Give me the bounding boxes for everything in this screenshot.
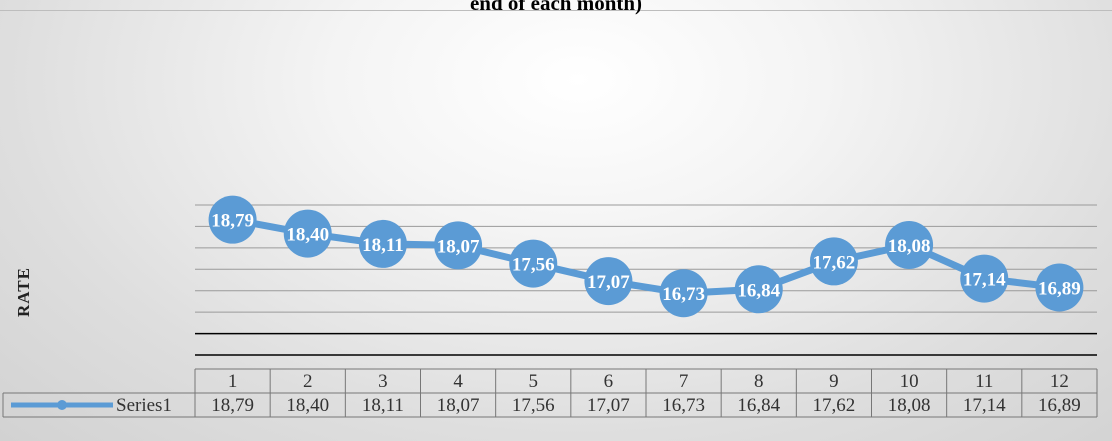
data-label: 16,89 (1038, 279, 1081, 300)
data-point (960, 254, 1009, 303)
category-label: 6 (604, 371, 614, 392)
table-value: 16,73 (662, 395, 705, 416)
category-label: 1 (228, 371, 238, 392)
category-label: 11 (975, 371, 993, 392)
table-value: 17,14 (963, 395, 1006, 416)
table-value: 18,08 (888, 395, 931, 416)
category-label: 3 (378, 371, 388, 392)
chart-title: end of each month) (469, 0, 643, 15)
table-value: 17,07 (587, 395, 630, 416)
data-point (809, 237, 858, 286)
data-point (208, 195, 257, 244)
category-label: 5 (529, 371, 539, 392)
data-point (283, 209, 332, 258)
data-point (659, 269, 708, 318)
data-label: 16,84 (737, 280, 780, 301)
data-point (358, 219, 407, 268)
top-border (0, 10, 1112, 11)
data-point (584, 257, 633, 306)
data-label: 17,56 (512, 255, 555, 276)
table-value: 18,11 (362, 395, 404, 416)
table-value: 18,40 (286, 395, 329, 416)
data-label: 17,07 (587, 272, 630, 293)
data-label: 18,08 (888, 236, 931, 257)
table-value: 16,89 (1038, 395, 1081, 416)
category-label: 12 (1050, 371, 1069, 392)
legend-marker (57, 400, 67, 410)
data-label: 18,11 (362, 235, 404, 256)
category-label: 9 (829, 371, 839, 392)
data-point (734, 265, 783, 314)
legend-label: Series1 (116, 395, 172, 416)
data-label: 17,14 (963, 270, 1006, 291)
category-label: 8 (754, 371, 764, 392)
data-label: 18,79 (211, 211, 254, 232)
category-label: 4 (453, 371, 463, 392)
data-point (434, 221, 483, 270)
data-label: 18,07 (437, 236, 480, 257)
data-label: 18,40 (286, 225, 329, 246)
category-label: 2 (303, 371, 313, 392)
table-value: 17,62 (813, 395, 856, 416)
data-point (885, 221, 934, 269)
data-label: 17,62 (813, 252, 856, 273)
table-value: 18,79 (211, 395, 254, 416)
data-label: 16,73 (662, 284, 705, 305)
series-line (231, 216, 1060, 297)
data-point (1035, 263, 1084, 312)
category-label: 7 (679, 371, 689, 392)
table-value: 18,07 (437, 395, 480, 416)
table-value: 16,84 (737, 395, 780, 416)
table-value: 17,56 (512, 395, 555, 416)
data-point (509, 239, 558, 288)
category-label: 10 (900, 371, 919, 392)
